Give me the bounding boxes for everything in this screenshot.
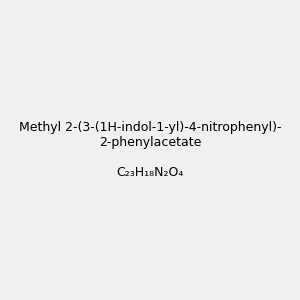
Text: Methyl 2-(3-(1H-indol-1-yl)-4-nitrophenyl)-
2-phenylacetate

C₂₃H₁₈N₂O₄: Methyl 2-(3-(1H-indol-1-yl)-4-nitropheny… [19,121,281,179]
